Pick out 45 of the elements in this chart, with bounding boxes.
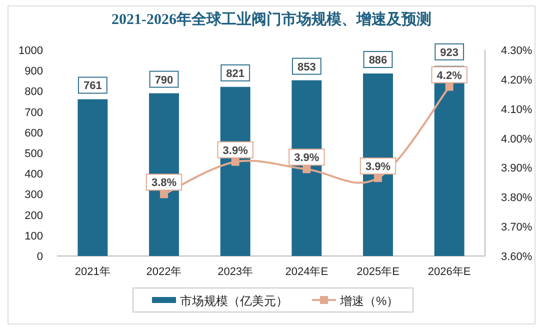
- data-label: 3.9%: [365, 161, 391, 174]
- y-tick-label: 900: [24, 66, 43, 78]
- y2-tick-label: 3.60%: [501, 251, 532, 263]
- x-tick-label: 2023年: [218, 266, 254, 278]
- y-tick-label: 1000: [18, 45, 43, 57]
- x-tick-label: 2021年: [74, 266, 110, 278]
- point: [302, 165, 311, 174]
- y-tick-label: 600: [24, 127, 43, 140]
- point: [374, 174, 382, 182]
- point: [445, 82, 454, 91]
- x-tick-label: 2025年E: [356, 266, 400, 278]
- data-label: 3.9%: [222, 144, 248, 157]
- y-tick-label: 0: [36, 251, 43, 263]
- legend-label: 市场规模（亿美元）: [180, 294, 288, 308]
- chart-title: 2021-2026年全球工业阀门市场规模、增速及预测: [112, 10, 432, 28]
- data-label: 821: [226, 68, 245, 80]
- y-tick-label: 300: [24, 189, 43, 202]
- point: [231, 158, 240, 166]
- bar: [78, 99, 108, 256]
- y2-tick-label: 4.10%: [501, 104, 532, 116]
- data-label: 853: [297, 61, 316, 74]
- data-label: 886: [368, 54, 388, 66]
- y-tick-label: 200: [24, 210, 43, 222]
- data-label: 4.2%: [436, 70, 462, 82]
- data-label: 3.9%: [294, 152, 320, 164]
- x-tick-label: 2024年E: [285, 266, 328, 278]
- y-tick-label: 800: [24, 86, 43, 98]
- data-label: 923: [440, 46, 459, 59]
- y2-tick-label: 4.30%: [501, 45, 532, 57]
- point: [160, 190, 168, 198]
- y-tick-label: 700: [24, 106, 43, 119]
- data-label: 761: [83, 80, 102, 92]
- y2-tick-label: 3.90%: [501, 162, 532, 175]
- data-label: 3.8%: [151, 177, 177, 190]
- x-tick-label: 2022年: [146, 266, 182, 278]
- y2-tick-label: 3.70%: [501, 222, 532, 234]
- y-tick-label: 400: [24, 168, 43, 181]
- data-label: 790: [154, 74, 174, 86]
- y2-tick-label: 3.80%: [501, 192, 532, 204]
- y-tick-label: 500: [24, 148, 43, 160]
- x-tick-label: 2026年E: [428, 266, 471, 278]
- y2-tick-label: 4.20%: [501, 74, 532, 86]
- y-tick-label: 100: [24, 230, 43, 242]
- legend-label: 增速（%）: [339, 294, 399, 308]
- y2-tick-label: 4.00%: [501, 133, 532, 146]
